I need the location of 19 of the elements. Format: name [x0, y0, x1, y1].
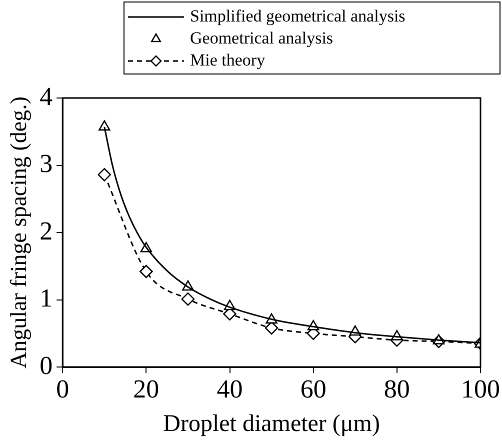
- y-tick-label: 2: [40, 216, 53, 246]
- y-tick-label: 4: [40, 82, 53, 111]
- x-tick-label: 80: [384, 374, 410, 404]
- y-tick-label: 0: [40, 350, 53, 380]
- point: [98, 168, 112, 182]
- x-axis-title: Droplet diameter (μm): [163, 410, 380, 437]
- y-axis-title: Angular fringe spacing (deg.): [6, 96, 31, 369]
- y-tick-label: 1: [40, 284, 53, 313]
- y-tick-label: 3: [40, 149, 53, 178]
- point: [140, 264, 153, 278]
- legend-label: Simplified geometrical analysis: [190, 6, 406, 26]
- legend-label: Geometrical analysis: [190, 28, 334, 48]
- x-tick-label: 100: [461, 374, 500, 404]
- point: [181, 292, 195, 306]
- x-tick-label: 20: [133, 374, 160, 404]
- legend-label: Mie theory: [190, 50, 266, 70]
- x-tick-label: 60: [300, 374, 326, 404]
- point: [98, 120, 110, 131]
- x-tick-label: 40: [216, 374, 243, 404]
